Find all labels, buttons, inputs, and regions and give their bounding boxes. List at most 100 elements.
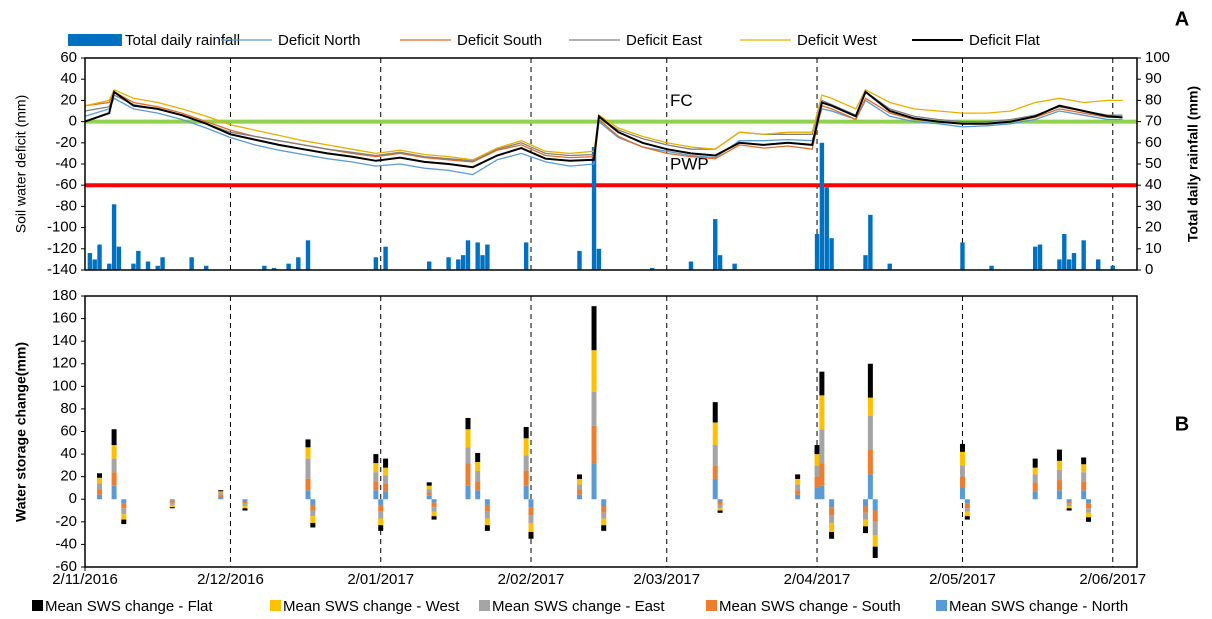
sws-segment bbox=[523, 471, 529, 486]
sws-segment bbox=[863, 499, 869, 507]
x-tick-label: 2/05/2017 bbox=[929, 571, 996, 588]
sws-segment bbox=[1056, 460, 1062, 470]
rainfall-bar bbox=[286, 263, 291, 270]
y2-tick-label: 50 bbox=[1145, 155, 1162, 172]
sws-segment bbox=[576, 478, 582, 485]
y-tick-label: -120 bbox=[47, 240, 77, 257]
sws-segment bbox=[465, 463, 471, 486]
sws-segment bbox=[819, 463, 825, 486]
rainfall-bar bbox=[1062, 233, 1067, 270]
sws-segment bbox=[523, 438, 529, 456]
y-tick-label: -40 bbox=[55, 535, 77, 552]
y2-tick-label: 10 bbox=[1145, 240, 1162, 257]
sws-segment bbox=[484, 499, 490, 505]
sws-segment bbox=[97, 483, 103, 490]
sws-segment bbox=[712, 422, 718, 446]
rainfall-bar bbox=[305, 240, 311, 270]
sws-segment bbox=[576, 484, 582, 490]
sws-segment bbox=[964, 508, 970, 512]
rainfall-bar bbox=[155, 265, 160, 270]
legend-swatch bbox=[270, 600, 281, 611]
sws-segment bbox=[1066, 501, 1072, 504]
sws-segment bbox=[795, 490, 801, 495]
sws-segment bbox=[523, 426, 529, 439]
reference-label: FC bbox=[670, 91, 693, 110]
rainfall-bar bbox=[688, 261, 694, 270]
rainfall-bar bbox=[446, 257, 451, 270]
legend-label: Deficit South bbox=[457, 32, 542, 49]
sws-segment bbox=[591, 463, 597, 500]
sws-segment bbox=[867, 415, 873, 450]
y2-tick-label: 0 bbox=[1145, 261, 1153, 278]
sws-segment bbox=[475, 490, 481, 500]
sws-segment bbox=[712, 402, 718, 423]
sws-segment bbox=[169, 500, 175, 503]
sws-segment bbox=[305, 478, 311, 491]
sws-segment bbox=[601, 499, 607, 507]
sws-segment bbox=[964, 499, 970, 504]
sws-segment bbox=[310, 510, 316, 517]
sws-segment bbox=[959, 476, 965, 488]
sws-segment bbox=[242, 499, 248, 502]
legend-label: Mean SWS change - West bbox=[283, 598, 460, 615]
x-tick-label: 2/06/2017 bbox=[1079, 571, 1146, 588]
sws-segment bbox=[1081, 481, 1087, 491]
sws-segment bbox=[1086, 517, 1092, 522]
legend-label: Mean SWS change - Flat bbox=[45, 598, 213, 615]
sws-segment bbox=[819, 429, 825, 464]
sws-segment bbox=[169, 502, 175, 505]
sws-segment bbox=[465, 447, 471, 464]
panel-label: A bbox=[1175, 8, 1189, 30]
rainfall-bar bbox=[713, 219, 718, 270]
sws-segment bbox=[959, 443, 965, 452]
rainfall-bar bbox=[1110, 265, 1115, 270]
sws-segment bbox=[863, 526, 869, 534]
sws-segment bbox=[814, 476, 820, 488]
rainfall-bar bbox=[596, 248, 602, 270]
sws-segment bbox=[121, 519, 127, 525]
rainfall-bar bbox=[960, 242, 965, 270]
rainfall-bar bbox=[1071, 253, 1077, 270]
sws-segment bbox=[814, 465, 820, 477]
rainfall-bar bbox=[262, 265, 267, 270]
rainfall-bar bbox=[87, 253, 93, 270]
y-tick-label: 180 bbox=[52, 287, 77, 304]
y2-tick-label: 20 bbox=[1145, 219, 1162, 236]
sws-segment bbox=[383, 458, 389, 468]
sws-segment bbox=[867, 397, 873, 416]
sws-segment bbox=[601, 525, 607, 531]
y-tick-label: 60 bbox=[60, 422, 77, 439]
sws-segment bbox=[601, 506, 607, 513]
sws-segment bbox=[426, 482, 432, 486]
sws-segment bbox=[373, 472, 379, 482]
sws-segment bbox=[1032, 482, 1038, 492]
sws-segment bbox=[964, 511, 970, 517]
sws-segment bbox=[465, 417, 471, 430]
legend-label: Mean SWS change - North bbox=[949, 598, 1128, 615]
sws-segment bbox=[867, 474, 873, 500]
rainfall-bar bbox=[1096, 259, 1101, 270]
sws-segment bbox=[1056, 449, 1062, 461]
rainfall-bar bbox=[189, 257, 194, 270]
y-tick-label: 60 bbox=[60, 49, 77, 66]
y-tick-label: 120 bbox=[52, 355, 77, 372]
legend-swatch bbox=[936, 600, 947, 611]
sws-segment bbox=[484, 525, 490, 531]
y2-tick-label: 100 bbox=[1145, 49, 1170, 66]
y-tick-label: -100 bbox=[47, 219, 77, 236]
rainfall-bar bbox=[160, 257, 165, 270]
sws-segment bbox=[169, 507, 175, 509]
y-tick-label: -140 bbox=[47, 261, 77, 278]
sws-segment bbox=[872, 546, 878, 558]
y-tick-label: -80 bbox=[55, 197, 77, 214]
y2-tick-label: 80 bbox=[1145, 91, 1162, 108]
y2-tick-label: 90 bbox=[1145, 70, 1162, 87]
sws-segment bbox=[111, 458, 117, 473]
sws-segment bbox=[121, 499, 127, 504]
sws-segment bbox=[378, 525, 384, 531]
sws-segment bbox=[111, 485, 117, 500]
x-tick-label: 2/03/2017 bbox=[633, 571, 700, 588]
sws-segment bbox=[169, 499, 175, 501]
sws-segment bbox=[373, 454, 379, 464]
rainfall-bar bbox=[887, 263, 892, 270]
